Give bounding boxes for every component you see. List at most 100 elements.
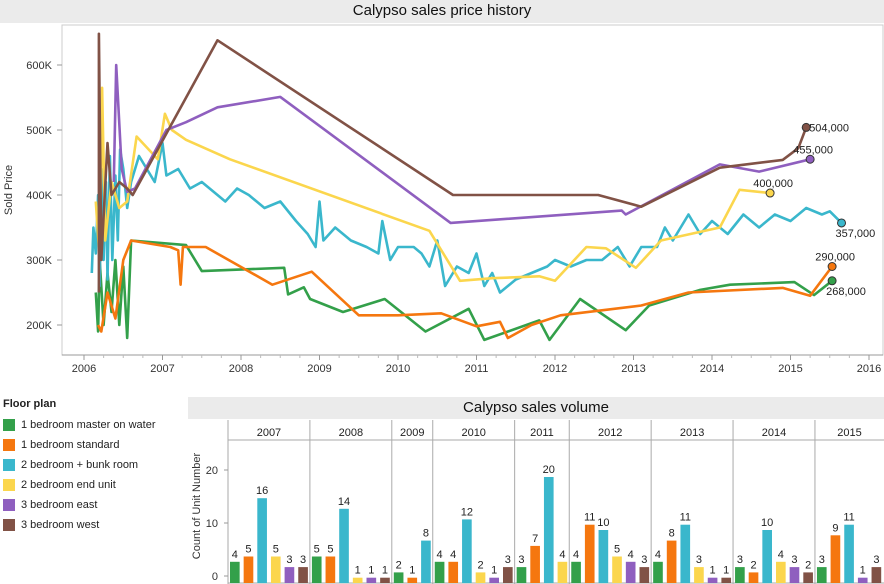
legend-item[interactable]: 2 bedroom + bunk room — [3, 455, 156, 475]
bar — [639, 567, 650, 583]
bar — [803, 572, 813, 583]
bar — [339, 508, 349, 583]
end-value-label: 455,000 — [793, 144, 833, 156]
bar-value-label: 1 — [491, 565, 497, 577]
bar — [393, 572, 404, 583]
legend-title: Floor plan — [3, 398, 57, 410]
end-point-marker — [827, 262, 837, 271]
bar — [530, 545, 540, 583]
bar — [721, 577, 732, 583]
bar-value-label: 1 — [710, 565, 716, 577]
bar — [735, 567, 745, 583]
bar — [748, 572, 759, 583]
bar — [311, 556, 322, 583]
end-value-label: 290,000 — [815, 252, 855, 264]
bar-value-label: 3 — [300, 554, 306, 566]
bar-value-label: 5 — [273, 544, 279, 556]
y-tick-label: 20 — [206, 465, 218, 477]
bar — [857, 577, 868, 583]
bar-value-label: 3 — [791, 554, 797, 566]
legend-swatch — [3, 459, 15, 471]
legend-label: 2 bedroom + bunk room — [21, 459, 139, 471]
x-tick-label: 2014 — [700, 363, 724, 375]
bar — [270, 556, 281, 583]
bar — [653, 561, 663, 583]
bar-value-label: 4 — [573, 549, 579, 561]
bar-value-label: 4 — [559, 549, 565, 561]
bar — [816, 567, 827, 583]
bar — [707, 577, 718, 583]
x-tick-label: 2010 — [386, 363, 410, 375]
bar — [776, 561, 786, 583]
y-tick-label: 0 — [212, 571, 218, 583]
y-tick-label: 600K — [26, 60, 52, 72]
legend-item[interactable]: 1 bedroom standard — [3, 435, 156, 455]
legend-item[interactable]: 2 bedroom end unit — [3, 475, 156, 495]
bar-value-label: 3 — [518, 554, 524, 566]
bar-value-label: 16 — [256, 485, 268, 497]
sales-volume-title: Calypso sales volume — [188, 397, 884, 419]
x-tick-label: 2007 — [150, 363, 174, 375]
legend-swatch — [3, 499, 15, 511]
bar-value-label: 4 — [655, 549, 661, 561]
bar — [830, 535, 841, 583]
legend-label: 3 bedroom east — [21, 499, 98, 511]
y-tick-label: 200K — [26, 320, 52, 332]
bar-value-label: 4 — [450, 549, 456, 561]
bar-value-label: 8 — [423, 528, 429, 540]
bar-value-label: 3 — [737, 554, 743, 566]
year-header: 2010 — [461, 427, 485, 439]
bar-value-label: 3 — [286, 554, 292, 566]
bar — [462, 519, 472, 583]
y-tick-label: 10 — [206, 518, 218, 530]
bar — [666, 540, 677, 583]
bar — [598, 530, 609, 583]
bar-value-label: 10 — [761, 517, 773, 529]
legend-item[interactable]: 1 bedroom master on water — [3, 415, 156, 435]
bar-value-label: 3 — [696, 554, 702, 566]
bar-value-label: 12 — [461, 506, 473, 518]
bar-value-label: 1 — [368, 565, 374, 577]
bar — [243, 556, 254, 583]
legend-item[interactable]: 3 bedroom east — [3, 495, 156, 515]
floor-plan-legend: Floor plan 1 bedroom master on water 1 be… — [3, 398, 156, 535]
bar-value-label: 9 — [832, 522, 838, 534]
y-tick-label: 500K — [26, 125, 52, 137]
bar — [257, 498, 267, 583]
bar — [380, 577, 390, 583]
bar-value-label: 1 — [409, 565, 415, 577]
end-point-marker — [837, 218, 847, 228]
bar-value-label: 14 — [338, 496, 350, 508]
bar — [230, 561, 240, 583]
legend-item[interactable]: 3 bedroom west — [3, 515, 156, 535]
price-history-title: Calypso sales price history — [0, 0, 884, 23]
legend-swatch — [3, 519, 15, 531]
bar-value-label: 4 — [778, 549, 784, 561]
end-value-label: 357,000 — [836, 228, 876, 240]
year-header: 2012 — [598, 427, 622, 439]
bar-value-label: 4 — [628, 549, 634, 561]
bar-value-label: 20 — [543, 464, 555, 476]
y-axis-label: Count of Unit Number — [191, 452, 203, 559]
year-header: 2013 — [680, 427, 704, 439]
end-point-marker — [801, 122, 811, 132]
bar — [434, 561, 445, 583]
x-tick-label: 2011 — [465, 363, 489, 375]
legend-label: 2 bedroom end unit — [21, 479, 116, 491]
year-header: 2007 — [257, 427, 281, 439]
bar-value-label: 5 — [245, 544, 251, 556]
bar — [762, 530, 772, 583]
bar — [325, 556, 336, 583]
bar-value-label: 1 — [723, 565, 729, 577]
bar-value-label: 11 — [843, 512, 854, 524]
bar-value-label: 1 — [860, 565, 866, 577]
bar — [680, 524, 691, 583]
bar — [789, 567, 800, 583]
bar — [475, 572, 486, 583]
bar — [571, 561, 581, 583]
end-point-marker — [827, 276, 837, 286]
x-tick-label: 2013 — [621, 363, 645, 375]
legend-label: 3 bedroom west — [21, 519, 100, 531]
legend-label: 1 bedroom master on water — [21, 419, 156, 431]
